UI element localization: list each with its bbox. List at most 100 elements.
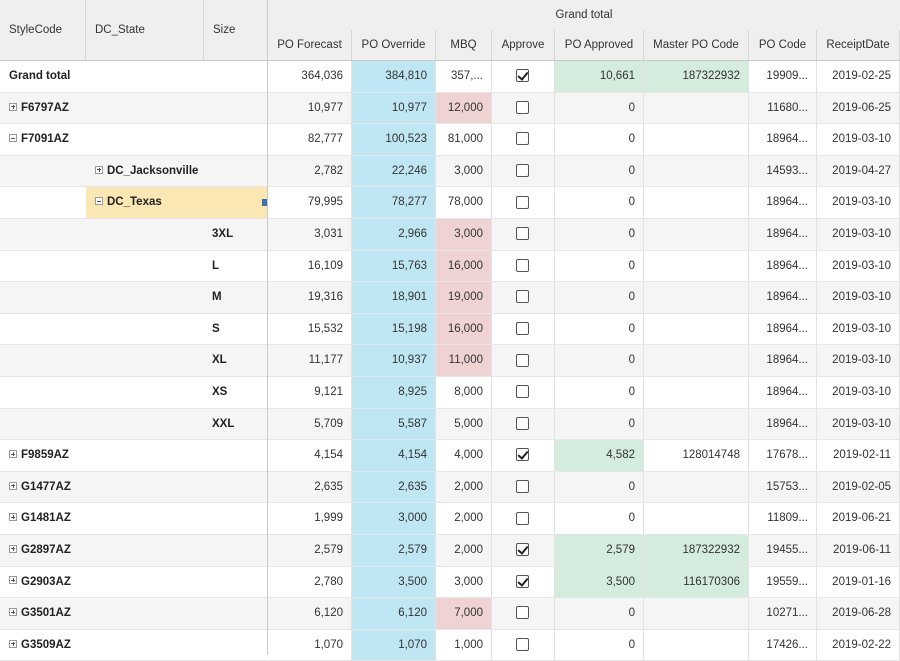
cell-receipt-date: 2019-01-16 bbox=[817, 566, 900, 598]
row-label: F7091AZ bbox=[9, 124, 69, 155]
column-headers: PO Forecast PO Override MBQ Approve PO Appro… bbox=[268, 30, 900, 61]
row-header[interactable]: F7091AZ bbox=[0, 124, 267, 156]
cell-po-override[interactable]: 384,810 bbox=[352, 61, 436, 92]
cell-po-override[interactable]: 10,937 bbox=[352, 345, 436, 376]
approve-checkbox[interactable] bbox=[516, 322, 529, 336]
expand-icon[interactable] bbox=[9, 102, 17, 111]
header-size[interactable]: Size bbox=[213, 24, 236, 36]
column-header-mbq[interactable]: MBQ bbox=[436, 30, 492, 60]
expand-icon[interactable] bbox=[9, 450, 17, 459]
approve-checkbox[interactable] bbox=[516, 448, 529, 462]
row-header[interactable]: DC_Texas bbox=[0, 187, 267, 219]
expand-icon[interactable] bbox=[9, 481, 17, 490]
column-header-po-approved[interactable]: PO Approved bbox=[555, 30, 644, 60]
approve-checkbox[interactable] bbox=[516, 511, 529, 525]
cell-approve bbox=[492, 629, 555, 661]
row-header[interactable]: XS bbox=[0, 377, 267, 409]
cell-receipt-date: 2019-06-21 bbox=[817, 503, 900, 534]
cell-master-po-code bbox=[644, 250, 749, 282]
expand-icon[interactable] bbox=[9, 639, 17, 648]
cell-po-override[interactable]: 18,901 bbox=[352, 282, 436, 313]
approve-checkbox[interactable] bbox=[516, 258, 529, 272]
cell-po-override[interactable]: 2,579 bbox=[352, 534, 436, 566]
approve-checkbox[interactable] bbox=[516, 164, 529, 178]
cell-po-override[interactable]: 15,198 bbox=[352, 313, 436, 345]
column-header-approve[interactable]: Approve bbox=[492, 30, 555, 60]
collapse-icon[interactable] bbox=[95, 197, 103, 206]
row-header[interactable]: F9859AZ bbox=[0, 440, 267, 472]
row-header[interactable]: G1481AZ bbox=[0, 503, 267, 535]
column-header-po-code[interactable]: PO Code bbox=[749, 30, 817, 60]
selection-handle[interactable] bbox=[262, 199, 267, 207]
cell-po-override[interactable]: 6,120 bbox=[352, 598, 436, 629]
row-label: F6797AZ bbox=[9, 93, 69, 124]
cell-po-override[interactable]: 4,154 bbox=[352, 440, 436, 471]
cell-po-override[interactable]: 3,500 bbox=[352, 566, 436, 598]
cell-po-override[interactable]: 2,966 bbox=[352, 218, 436, 250]
approve-checkbox[interactable] bbox=[516, 69, 529, 83]
cell-po-override[interactable]: 10,977 bbox=[352, 92, 436, 124]
cell-master-po-code bbox=[644, 155, 749, 187]
cell-po-code: 18964... bbox=[749, 345, 817, 376]
header-stylecode[interactable]: StyleCode bbox=[0, 0, 86, 60]
cell-master-po-code bbox=[644, 313, 749, 345]
approve-checkbox[interactable] bbox=[516, 132, 529, 146]
row-header[interactable]: XL bbox=[0, 345, 267, 377]
cell-approve bbox=[492, 598, 555, 629]
row-header-titles: StyleCode DC_State Size bbox=[0, 0, 267, 61]
row-header[interactable]: S bbox=[0, 314, 267, 346]
column-header-po-forecast[interactable]: PO Forecast bbox=[268, 30, 352, 60]
row-header[interactable]: G2903AZ bbox=[0, 567, 267, 599]
cell-po-forecast: 2,780 bbox=[268, 566, 352, 598]
expand-icon[interactable] bbox=[9, 576, 17, 585]
table-row: 364,036 384,810 357,... 10,661 187322932 1990… bbox=[268, 61, 900, 93]
approve-checkbox[interactable] bbox=[516, 416, 529, 430]
approve-checkbox[interactable] bbox=[516, 480, 529, 494]
cell-approve bbox=[492, 61, 555, 92]
collapse-icon[interactable] bbox=[9, 134, 17, 143]
cell-po-override[interactable]: 100,523 bbox=[352, 124, 436, 155]
cell-po-override[interactable]: 3,000 bbox=[352, 503, 436, 534]
approve-checkbox[interactable] bbox=[516, 227, 529, 241]
column-header-po-override[interactable]: PO Override bbox=[352, 30, 436, 60]
cell-po-override[interactable]: 5,587 bbox=[352, 408, 436, 440]
approve-checkbox[interactable] bbox=[516, 574, 529, 588]
row-header[interactable]: Grand total bbox=[0, 61, 267, 93]
expand-icon[interactable] bbox=[9, 544, 17, 553]
cell-po-override[interactable]: 1,070 bbox=[352, 629, 436, 661]
cell-receipt-date: 2019-06-11 bbox=[817, 534, 900, 566]
expand-icon[interactable] bbox=[9, 608, 17, 617]
row-header[interactable]: M bbox=[0, 282, 267, 314]
column-header-receipt-date[interactable]: ReceiptDate bbox=[817, 30, 900, 60]
approve-checkbox[interactable] bbox=[516, 385, 529, 399]
cell-po-forecast: 1,070 bbox=[268, 629, 352, 661]
cell-mbq: 2,000 bbox=[436, 471, 492, 503]
expand-icon[interactable] bbox=[95, 165, 103, 174]
approve-checkbox[interactable] bbox=[516, 100, 529, 114]
row-header[interactable]: G2897AZ bbox=[0, 534, 267, 567]
row-header[interactable]: DC_Jacksonville bbox=[0, 155, 267, 188]
column-header-master-po-code[interactable]: Master PO Code bbox=[644, 30, 749, 60]
approve-checkbox[interactable] bbox=[516, 353, 529, 367]
row-header[interactable]: XXL bbox=[0, 408, 267, 441]
row-label-text: Grand total bbox=[9, 70, 71, 82]
row-header[interactable]: G3509AZ bbox=[0, 630, 267, 661]
row-header[interactable]: L bbox=[0, 251, 267, 283]
table-row: 9,121 8,925 8,000 0 18964... 2019-03-10 bbox=[268, 376, 900, 409]
approve-checkbox[interactable] bbox=[516, 290, 529, 304]
header-dc-state[interactable]: DC_State bbox=[86, 0, 204, 60]
row-header[interactable]: 3XL bbox=[0, 218, 267, 251]
cell-po-override[interactable]: 8,925 bbox=[352, 376, 436, 408]
expand-icon[interactable] bbox=[9, 513, 17, 522]
approve-checkbox[interactable] bbox=[516, 195, 529, 209]
cell-po-override[interactable]: 22,246 bbox=[352, 155, 436, 187]
row-header[interactable]: F6797AZ bbox=[0, 92, 267, 125]
cell-po-override[interactable]: 2,635 bbox=[352, 471, 436, 503]
cell-po-override[interactable]: 78,277 bbox=[352, 187, 436, 218]
approve-checkbox[interactable] bbox=[516, 606, 529, 620]
cell-po-override[interactable]: 15,763 bbox=[352, 250, 436, 282]
approve-checkbox[interactable] bbox=[516, 543, 529, 557]
approve-checkbox[interactable] bbox=[516, 637, 529, 651]
row-header[interactable]: G3501AZ bbox=[0, 598, 267, 630]
row-header[interactable]: G1477AZ bbox=[0, 471, 267, 504]
